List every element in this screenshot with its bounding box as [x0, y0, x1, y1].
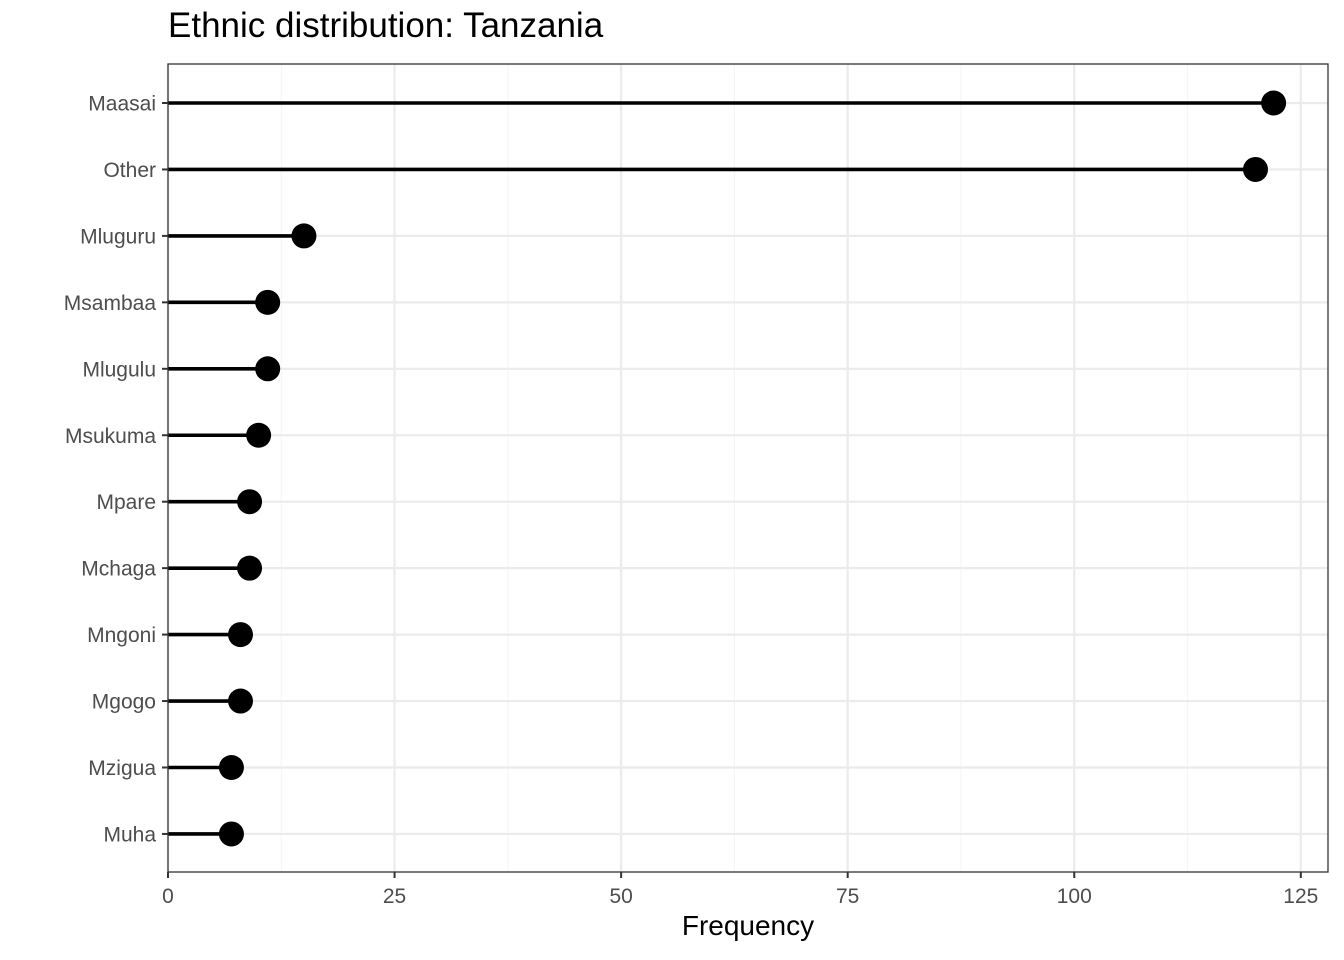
lollipop-dot [237, 489, 263, 515]
x-tick-label: 100 [1057, 885, 1092, 908]
lollipop-dot [228, 622, 253, 648]
grid-lines [166, 64, 1328, 872]
lollipop-dot [291, 223, 317, 249]
lollipop-dot [255, 356, 281, 382]
lollipop-dot [237, 555, 263, 581]
x-axis-title: Frequency [681, 910, 815, 941]
y-tick-label: Msukuma [65, 425, 156, 448]
y-tick-label: Mngoni [87, 624, 156, 647]
lollipop-dot [1261, 90, 1287, 116]
x-tick-label: 125 [1283, 885, 1318, 908]
lollipop-dot [228, 688, 253, 714]
y-tick-label: Mgogo [92, 691, 156, 714]
lollipop-dot [1243, 156, 1268, 182]
lollipop-dot [255, 289, 281, 315]
lollipop-dot [218, 821, 244, 847]
lollipop-stems [168, 101, 1274, 836]
y-tick-label: Mluguru [80, 225, 156, 248]
y-tick-label: Msambaa [64, 292, 157, 315]
y-tick-label: Mlugulu [82, 358, 156, 381]
axes: Maasai Other Mluguru Msambaa Mlugulu Msukuma M… [64, 93, 1319, 909]
x-tick-label: 0 [162, 885, 174, 908]
y-tick-label: Mzigua [88, 757, 156, 780]
x-tick-label: 75 [836, 885, 859, 908]
x-tick-label: 25 [383, 885, 406, 908]
y-tick-label: Other [103, 159, 156, 182]
lollipop-dots [218, 90, 1287, 847]
panel-border [167, 63, 1329, 873]
y-tick-label: Mpare [96, 491, 156, 514]
y-tick-label: Mchaga [81, 558, 156, 581]
y-tick-label: Maasai [88, 93, 156, 116]
lollipop-dot [246, 422, 272, 448]
lollipop-dot [218, 755, 244, 780]
chart-title: Ethnic distribution: Tanzania [168, 6, 604, 45]
x-tick-label: 50 [609, 885, 632, 908]
y-tick-label: Muha [103, 823, 156, 846]
